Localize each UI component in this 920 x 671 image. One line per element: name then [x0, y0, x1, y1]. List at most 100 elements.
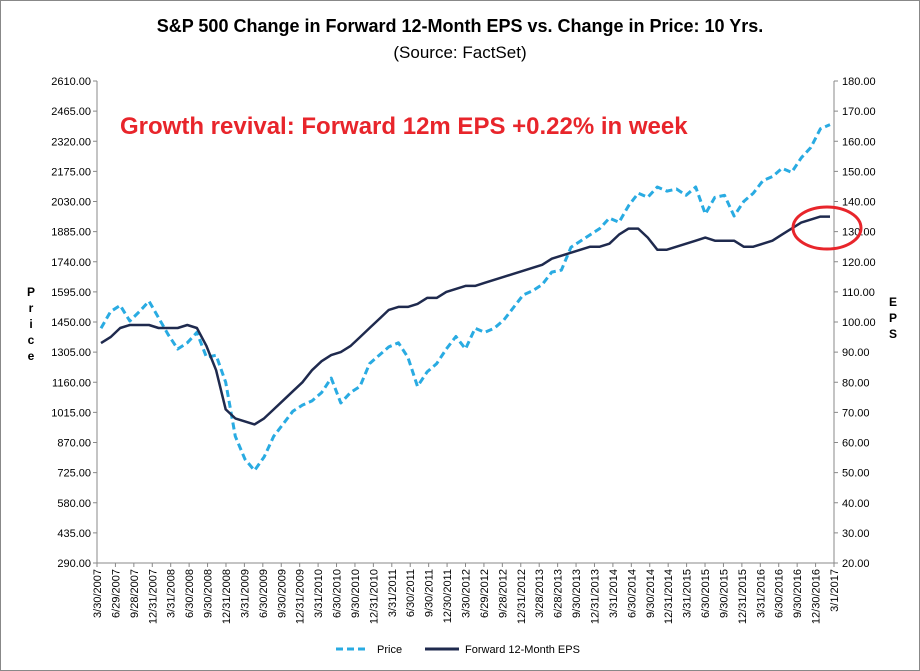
x-tick-label: 3/31/2010: [313, 569, 325, 618]
x-tick-label: 9/30/2008: [203, 569, 215, 618]
left-tick-label: 2465.00: [51, 106, 91, 118]
x-tick-label: 6/30/2008: [184, 569, 196, 618]
right-tick-label: 180.00: [842, 76, 876, 88]
x-tick-label: 12/31/2012: [516, 569, 528, 624]
axis-label-letter: E: [889, 295, 897, 309]
legend-eps-label: Forward 12-Month EPS: [465, 644, 580, 656]
x-tick-label: 6/30/2016: [774, 569, 786, 618]
x-tick-label: 12/31/2013: [589, 569, 601, 624]
axis-label-letter: r: [29, 301, 34, 315]
right-tick-label: 50.00: [842, 468, 870, 480]
x-tick-label: 12/30/2016: [811, 569, 823, 624]
x-tick-label: 6/30/2010: [332, 569, 344, 618]
x-tick-label: 9/28/2007: [129, 569, 141, 618]
x-tick-label: 9/30/2009: [276, 569, 288, 618]
axis-label-letter: S: [889, 327, 897, 341]
left-tick-label: 1450.00: [51, 317, 91, 329]
left-tick-label: 1595.00: [51, 287, 91, 299]
right-tick-label: 40.00: [842, 498, 870, 510]
right-tick-label: 110.00: [842, 287, 875, 299]
x-tick-label: 6/28/2013: [553, 569, 565, 618]
right-tick-label: 30.00: [842, 528, 870, 540]
x-tick-label: 6/29/2012: [479, 569, 491, 618]
right-tick-label: 20.00: [842, 558, 870, 570]
right-tick-label: 90.00: [842, 347, 870, 359]
legend: Price Forward 12-Month EPS: [336, 644, 580, 656]
x-tick-label: 12/31/2015: [737, 569, 749, 624]
x-tick-label: 9/30/2015: [718, 569, 730, 618]
x-tick-label: 12/31/2010: [368, 569, 380, 624]
axis-label-letter: P: [27, 285, 35, 299]
right-tick-label: 170.00: [842, 106, 876, 118]
chart-subtitle: (Source: FactSet): [393, 43, 526, 62]
right-tick-label: 60.00: [842, 438, 870, 450]
right-tick-label: 160.00: [842, 136, 876, 148]
x-tick-label: 9/30/2016: [792, 569, 804, 618]
x-tick-label: 9/30/2013: [571, 569, 583, 618]
right-tick-label: 140.00: [842, 197, 876, 209]
x-tick-label: 6/29/2007: [110, 569, 122, 618]
x-tick-label: 9/30/2014: [645, 569, 657, 618]
left-tick-label: 2610.00: [51, 76, 91, 88]
left-tick-label: 2030.00: [51, 197, 91, 209]
highlight-circle: [791, 205, 863, 251]
axis-label-letter: c: [28, 333, 35, 347]
x-tick-label: 3/31/2014: [608, 569, 620, 618]
axis-label-letter: i: [29, 317, 32, 331]
left-tick-label: 1885.00: [51, 227, 91, 239]
right-tick-label: 150.00: [842, 166, 876, 178]
left-tick-label: 870.00: [57, 438, 91, 450]
x-tick-label: 3/30/2007: [92, 569, 104, 618]
x-tick-label: 3/31/2008: [166, 569, 178, 618]
right-tick-label: 120.00: [842, 257, 876, 269]
price-series-line: [99, 123, 831, 472]
axis-label-letter: P: [889, 311, 897, 325]
left-tick-label: 1740.00: [51, 257, 91, 269]
left-tick-label: 290.00: [57, 558, 91, 570]
x-tick-label: 3/30/2012: [461, 569, 473, 618]
x-tick-label: 9/30/2011: [424, 569, 436, 617]
x-tick-label: 3/31/2016: [755, 569, 767, 618]
left-tick-label: 580.00: [57, 498, 91, 510]
left-tick-label: 725.00: [57, 468, 91, 480]
x-tick-label: 6/30/2014: [626, 569, 638, 618]
left-tick-label: 2320.00: [51, 136, 91, 148]
x-tick-label: 12/30/2011: [442, 569, 454, 623]
right-axis-ticks: 180.00170.00160.00150.00140.00130.00120.…: [834, 76, 876, 570]
x-tick-label: 6/30/2015: [700, 569, 712, 618]
left-axis-ticks: 2610.00 2465.00 2320.00 2175.00 2030.00 1885.…: [51, 76, 97, 570]
left-axis-label: Price: [27, 285, 35, 363]
x-tick-label: 6/30/2011: [405, 569, 417, 617]
x-tick-label: 3/28/2013: [534, 569, 546, 618]
left-tick-label: 1160.00: [52, 377, 91, 389]
x-axis-ticks: 3/30/2007 6/29/2007 9/28/2007 12/31/2007 3/3…: [92, 563, 841, 624]
right-tick-label: 70.00: [842, 407, 870, 419]
annotation-text: Growth revival: Forward 12m EPS +0.22% i…: [120, 113, 688, 140]
left-tick-label: 1015.00: [51, 407, 91, 419]
x-tick-label: 12/31/2014: [663, 569, 675, 624]
x-tick-label: 6/30/2009: [258, 569, 270, 618]
x-tick-label: 3/31/2011: [387, 569, 399, 617]
x-tick-label: 3/31/2009: [239, 569, 251, 618]
right-axis-label: EPS: [889, 295, 897, 341]
right-tick-label: 80.00: [842, 377, 870, 389]
left-tick-label: 435.00: [57, 528, 91, 540]
x-tick-label: 12/31/2008: [221, 569, 233, 624]
x-tick-label: 12/31/2009: [295, 569, 307, 624]
x-tick-label: 9/30/2010: [350, 569, 362, 618]
chart-title: S&P 500 Change in Forward 12-Month EPS v…: [157, 16, 764, 36]
legend-price-label: Price: [377, 644, 402, 656]
eps-series-line: [100, 215, 830, 426]
left-tick-label: 1305.00: [51, 347, 91, 359]
x-tick-label: 9/28/2012: [497, 569, 509, 618]
x-tick-label: 12/31/2007: [147, 569, 159, 624]
axis-label-letter: e: [28, 349, 35, 363]
x-tick-label: 3/31/2015: [682, 569, 694, 618]
right-tick-label: 100.00: [842, 317, 876, 329]
series-layer: [99, 123, 831, 472]
axes: [96, 81, 835, 564]
left-tick-label: 2175.00: [51, 166, 91, 178]
x-tick-label: 3/1/2017: [829, 569, 841, 612]
